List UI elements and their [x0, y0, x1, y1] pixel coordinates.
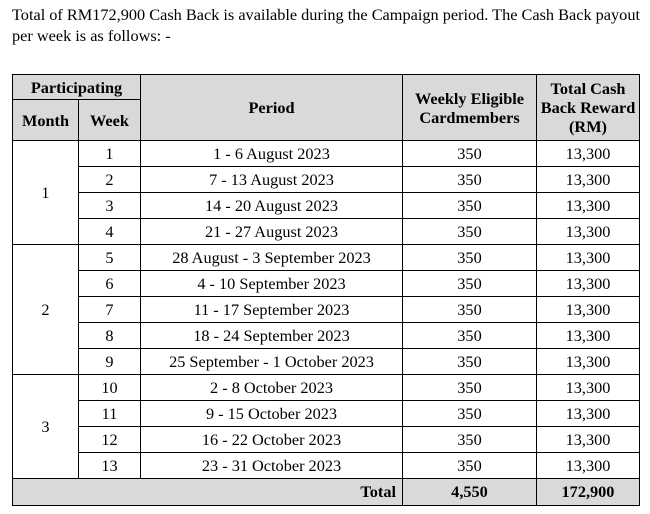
period-cell: 28 August - 3 September 2023	[140, 244, 403, 271]
period-cell: 1 - 6 August 2023	[140, 140, 403, 167]
period-cell: 16 - 22 October 2023	[140, 426, 403, 453]
table-row: 3 10 2 - 8 October 2023 350 13,300	[12, 374, 640, 479]
period-cell: 21 - 27 August 2023	[140, 218, 403, 245]
header-month: Month	[12, 99, 79, 141]
week-cell: 5	[78, 244, 141, 271]
header-participating: Participating	[12, 74, 141, 100]
eligible-cell: 350	[402, 166, 537, 193]
eligible-cell: 350	[402, 140, 537, 167]
eligible-cell: 350	[402, 452, 537, 479]
eligible-cell: 350	[402, 244, 537, 271]
reward-cell: 13,300	[536, 218, 640, 245]
eligible-cell: 350	[402, 348, 537, 375]
reward-cell: 13,300	[536, 426, 640, 453]
reward-cell: 13,300	[536, 140, 640, 167]
header-total-reward: Total Cash Back Reward (RM)	[536, 74, 640, 141]
week-cell: 2	[78, 166, 141, 193]
reward-cell: 13,300	[536, 452, 640, 479]
week-cell: 3	[78, 192, 141, 219]
reward-cell: 13,300	[536, 322, 640, 349]
table-row: 9 25 September - 1 October 2023 350 13,300	[13, 348, 640, 375]
week-cell: 7	[78, 296, 141, 323]
total-reward: 172,900	[536, 478, 640, 506]
month-cell: 3	[12, 374, 79, 479]
eligible-cell: 350	[402, 374, 537, 401]
reward-cell: 13,300	[536, 296, 640, 323]
eligible-cell: 350	[402, 296, 537, 323]
table-row: 11 9 - 15 October 2023 350 13,300	[13, 400, 640, 427]
week-cell: 11	[78, 400, 141, 427]
period-cell: 2 - 8 October 2023	[140, 374, 403, 401]
eligible-cell: 350	[402, 192, 537, 219]
period-cell: 7 - 13 August 2023	[140, 166, 403, 193]
cash-back-payout-table: Participating Period Weekly Eligible Car…	[12, 74, 640, 506]
header-week: Week	[78, 99, 141, 141]
week-cell: 13	[78, 452, 141, 479]
header-weekly-eligible: Weekly Eligible Cardmembers	[402, 74, 537, 141]
reward-cell: 13,300	[536, 166, 640, 193]
week-cell: 10	[78, 374, 141, 401]
reward-cell: 13,300	[536, 244, 640, 271]
table-row: 12 16 - 22 October 2023 350 13,300	[13, 426, 640, 453]
period-cell: 9 - 15 October 2023	[140, 400, 403, 427]
reward-cell: 13,300	[536, 374, 640, 401]
period-cell: 11 - 17 September 2023	[140, 296, 403, 323]
eligible-cell: 350	[402, 270, 537, 297]
period-cell: 14 - 20 August 2023	[140, 192, 403, 219]
period-cell: 18 - 24 September 2023	[140, 322, 403, 349]
period-cell: 25 September - 1 October 2023	[140, 348, 403, 375]
table-row: 3 14 - 20 August 2023 350 13,300	[13, 192, 640, 219]
reward-cell: 13,300	[536, 192, 640, 219]
total-label: Total	[12, 478, 403, 506]
reward-cell: 13,300	[536, 348, 640, 375]
eligible-cell: 350	[402, 322, 537, 349]
week-cell: 9	[78, 348, 141, 375]
table-row: 8 18 - 24 September 2023 350 13,300	[13, 322, 640, 349]
week-cell: 6	[78, 270, 141, 297]
month-cell: 2	[12, 244, 79, 375]
eligible-cell: 350	[402, 426, 537, 453]
week-cell: 1	[78, 140, 141, 167]
table-row: 7 11 - 17 September 2023 350 13,300	[13, 296, 640, 323]
reward-cell: 13,300	[536, 270, 640, 297]
header-period: Period	[140, 74, 403, 141]
table-row: 13 23 - 31 October 2023 350 13,300	[13, 452, 640, 479]
period-cell: 4 - 10 September 2023	[140, 270, 403, 297]
total-row: Total 4,550 172,900	[12, 478, 640, 506]
table-row: 4 21 - 27 August 2023 350 13,300	[13, 218, 640, 245]
table-row: 2 5 28 August - 3 September 2023 350 13,300	[12, 244, 640, 375]
eligible-cell: 350	[402, 400, 537, 427]
reward-cell: 13,300	[536, 400, 640, 427]
eligible-cell: 350	[402, 218, 537, 245]
week-cell: 8	[78, 322, 141, 349]
week-cell: 4	[78, 218, 141, 245]
week-cell: 12	[78, 426, 141, 453]
period-cell: 23 - 31 October 2023	[140, 452, 403, 479]
total-eligible: 4,550	[402, 478, 537, 506]
month-cell: 1	[12, 140, 79, 245]
intro-paragraph: Total of RM172,900 Cash Back is availabl…	[12, 5, 640, 45]
